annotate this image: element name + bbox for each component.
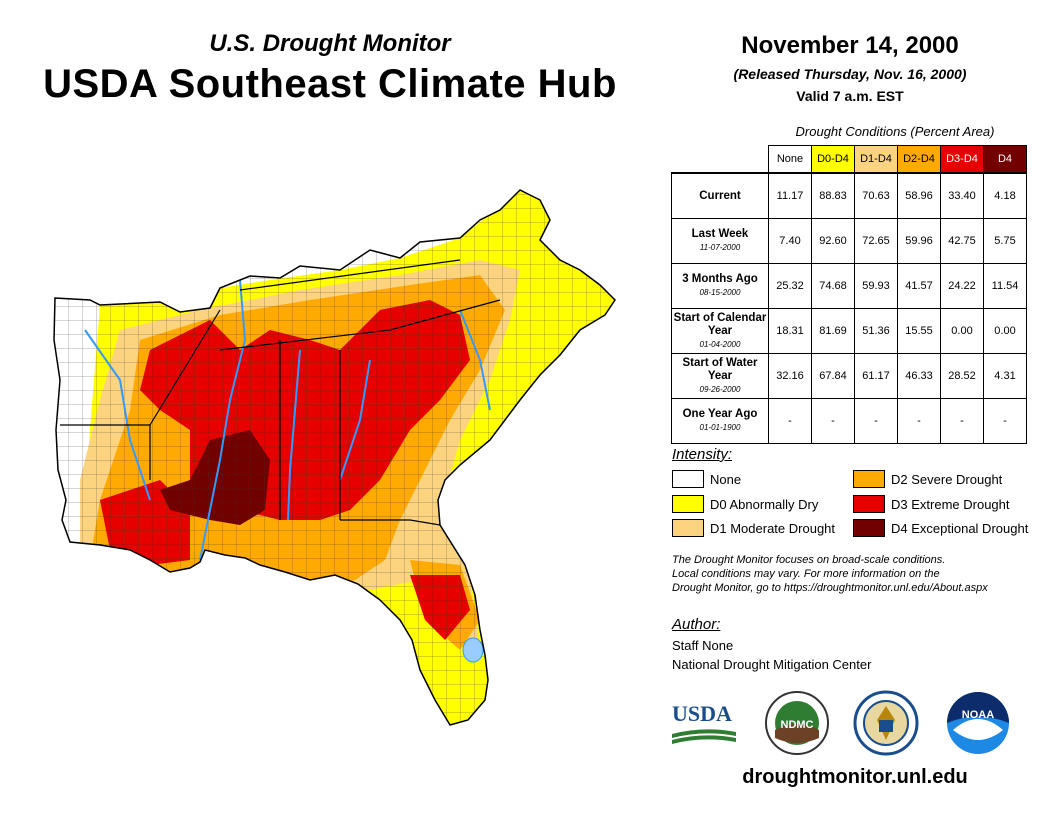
table-cell: 67.84 [811, 353, 855, 399]
table-cell: 58.96 [897, 172, 941, 219]
table-caption: Drought Conditions (Percent Area) [795, 124, 995, 139]
legend-title: Intensity: [672, 446, 733, 463]
row-label: Last Week 11-07-2000 [671, 218, 769, 264]
legend-swatch [853, 495, 885, 513]
table-cell: 59.96 [897, 218, 941, 264]
table-cell: - [811, 398, 855, 444]
author-title: Author: [672, 616, 721, 633]
legend-swatch [853, 470, 885, 488]
table-cell: 88.83 [811, 172, 855, 219]
table-row: 3 Months Ago 08-15-2000 25.32 74.68 59.93… [671, 263, 1027, 309]
table-cell: 72.65 [854, 218, 898, 264]
table-cell: 42.75 [940, 218, 984, 264]
note-line: Local conditions may vary. For more info… [672, 568, 940, 580]
table-cell: - [940, 398, 984, 444]
col-header: D0-D4 [811, 145, 855, 174]
drought-map [53, 189, 616, 726]
table-cell: 41.57 [897, 263, 941, 309]
row-label: 3 Months Ago 08-15-2000 [671, 263, 769, 309]
row-label: Start of Calendar Year 01-04-2000 [671, 308, 769, 354]
legend-item-d4: D4 Exceptional Drought [853, 519, 1028, 537]
table-cell: 7.40 [768, 218, 812, 264]
table-cell: 4.31 [983, 353, 1027, 399]
usda-hills-icon [672, 729, 736, 744]
row-label: Start of Water Year 09-26-2000 [671, 353, 769, 399]
legend-item-d2: D2 Severe Drought [853, 470, 1002, 488]
legend-swatch [672, 519, 704, 537]
table-cell: 32.16 [768, 353, 812, 399]
table-corner [672, 146, 769, 174]
table-cell: - [854, 398, 898, 444]
table-row: Current 11.17 88.83 70.63 58.96 33.40 4.… [671, 172, 1027, 219]
release-date: (Released Thursday, Nov. 16, 2000) [733, 66, 967, 82]
usda-logo-text: USDA [672, 701, 732, 726]
table-cell: 18.31 [768, 308, 812, 354]
table-cell: 59.93 [854, 263, 898, 309]
table-row: Start of Water Year 09-26-2000 32.16 67.8… [671, 353, 1027, 399]
drought-conditions-table: None D0-D4 D1-D4 D2-D4 D3-D4 D4 Current … [671, 145, 1027, 444]
ndmc-logo: NDMC [765, 691, 829, 755]
ndmc-logo-text: NDMC [781, 719, 814, 731]
table-cell: 24.22 [940, 263, 984, 309]
legend-label: D3 Extreme Drought [891, 496, 1010, 512]
website-link[interactable]: droughtmonitor.unl.edu [742, 766, 968, 788]
legend-label: None [710, 471, 742, 487]
table-row: Last Week 11-07-2000 7.40 92.60 72.65 59.… [671, 218, 1027, 264]
table-cell: 33.40 [940, 172, 984, 219]
commerce-seal-icon [853, 690, 919, 756]
col-header: D2-D4 [897, 145, 941, 174]
table-cell: 0.00 [983, 308, 1027, 354]
table-cell: 4.18 [983, 172, 1027, 219]
table-cell: 70.63 [854, 172, 898, 219]
map-title: USDA Southeast Climate Hub [43, 62, 617, 106]
note-line: Drought Monitor, go to https://droughtmo… [672, 582, 988, 594]
table-cell: 61.17 [854, 353, 898, 399]
legend-label: D0 Abnormally Dry [710, 496, 819, 512]
table-cell: - [768, 398, 812, 444]
table-cell: 92.60 [811, 218, 855, 264]
table-row: Start of Calendar Year 01-04-2000 18.31 8… [671, 308, 1027, 354]
row-label: Current [671, 172, 769, 219]
table-row: One Year Ago 01-01-1900 - - - - - - [671, 398, 1027, 444]
usda-logo: USDA [672, 702, 736, 748]
noaa-logo-text: NOAA [962, 709, 994, 721]
author-org: National Drought Mitigation Center [672, 657, 872, 672]
legend-swatch [672, 470, 704, 488]
legend-label: D4 Exceptional Drought [891, 520, 1029, 536]
table-cell: 0.00 [940, 308, 984, 354]
col-header: D1-D4 [854, 145, 898, 174]
col-header: D4 [983, 145, 1027, 174]
author-name: Staff None [672, 638, 734, 653]
noaa-logo: NOAA [947, 692, 1009, 754]
table-cell: 11.54 [983, 263, 1027, 309]
legend-item-d0: D0 Abnormally Dry [672, 495, 818, 513]
table-cell: 28.52 [940, 353, 984, 399]
table-cell: - [897, 398, 941, 444]
col-header: D3-D4 [940, 145, 984, 174]
legend-item-d3: D3 Extreme Drought [853, 495, 1010, 513]
table-cell: 15.55 [897, 308, 941, 354]
col-header: None [768, 145, 812, 174]
legend-label: D2 Severe Drought [891, 471, 1003, 487]
legend-swatch [672, 495, 704, 513]
table-cell: - [983, 398, 1027, 444]
disclaimer-note: The Drought Monitor focuses on broad-sca… [672, 553, 1042, 595]
map-subtitle: U.S. Drought Monitor [209, 30, 451, 57]
table-cell: 46.33 [897, 353, 941, 399]
legend-swatch [853, 519, 885, 537]
row-label: One Year Ago 01-01-1900 [671, 398, 769, 444]
legend-item-d1: D1 Moderate Drought [672, 519, 835, 537]
table-cell: 81.69 [811, 308, 855, 354]
note-line: The Drought Monitor focuses on broad-sca… [672, 554, 946, 566]
valid-time: Valid 7 a.m. EST [796, 88, 904, 104]
legend-item-none: None [672, 470, 741, 488]
table-cell: 25.32 [768, 263, 812, 309]
table-cell: 11.17 [768, 172, 812, 219]
table-cell: 51.36 [854, 308, 898, 354]
map-date: November 14, 2000 [741, 32, 959, 59]
legend-label: D1 Moderate Drought [710, 520, 836, 536]
table-cell: 5.75 [983, 218, 1027, 264]
table-cell: 74.68 [811, 263, 855, 309]
